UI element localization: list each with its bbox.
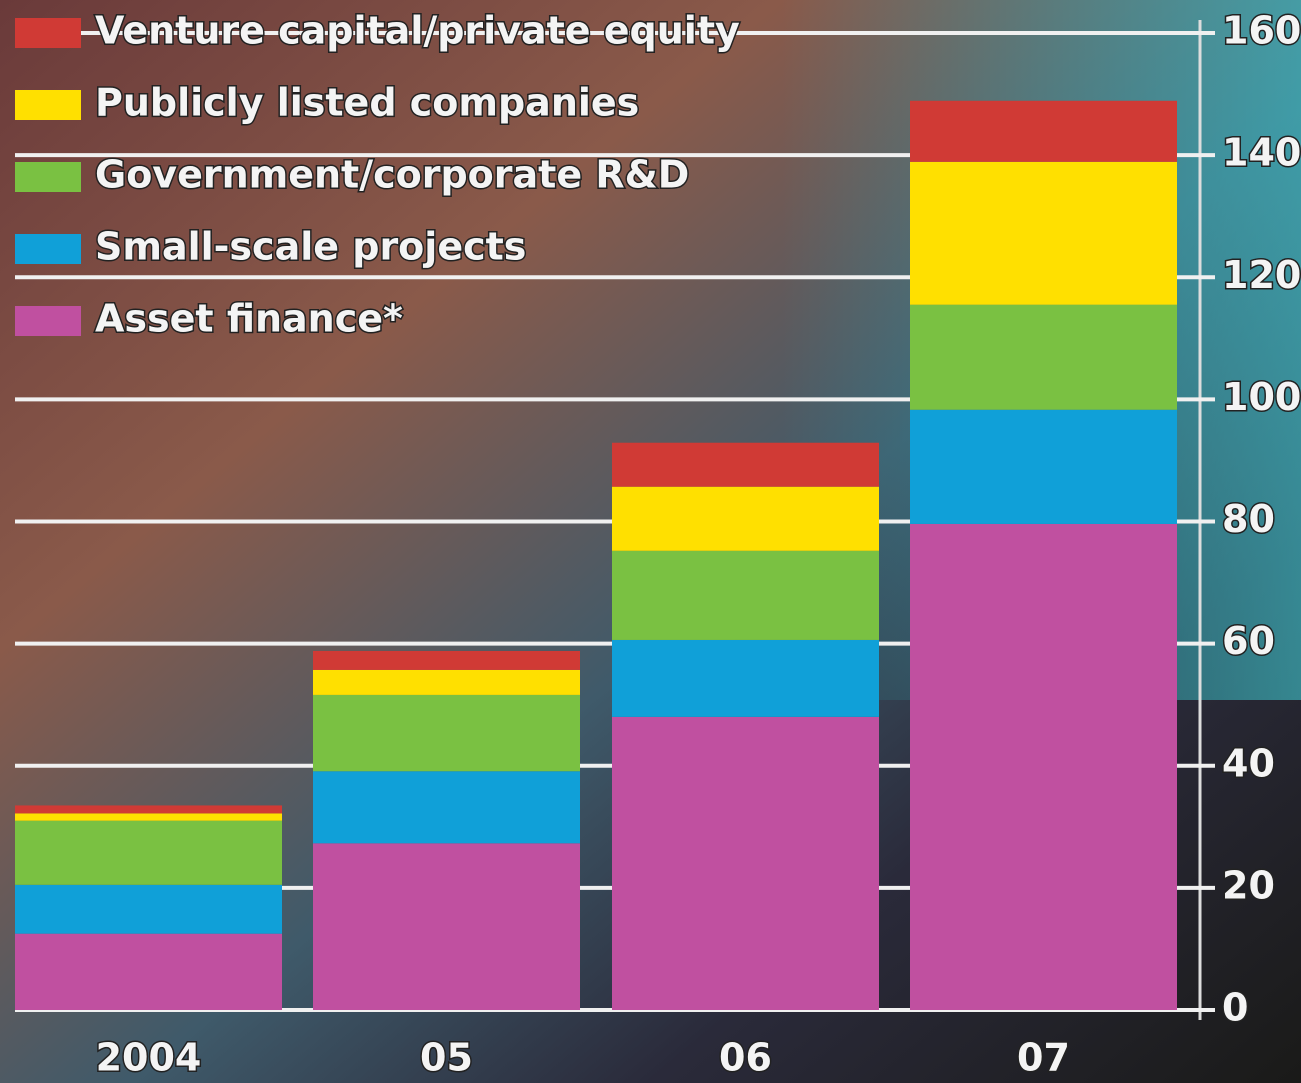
x-tick-label: 05	[420, 1036, 473, 1080]
bar-segment	[910, 523, 1177, 1010]
legend-label: Publicly listed companies	[95, 81, 639, 125]
legend-swatch	[15, 18, 81, 48]
y-tick-label: 20	[1222, 863, 1275, 907]
x-tick-label: 07	[1017, 1036, 1070, 1080]
legend-label: Government/corporate R&D	[95, 153, 689, 197]
bar-segment	[910, 304, 1177, 410]
y-tick-label: 160	[1222, 9, 1301, 53]
bar-segment	[612, 550, 879, 640]
legend-swatch	[15, 90, 81, 120]
y-tick-label: 140	[1222, 131, 1301, 175]
x-tick-label: 2004	[96, 1036, 202, 1080]
bar-segment	[612, 442, 879, 487]
legend-swatch	[15, 306, 81, 336]
bar-segment	[313, 650, 580, 670]
y-tick-label: 80	[1222, 497, 1275, 541]
x-tick-label: 06	[719, 1036, 772, 1080]
bar-segment	[313, 843, 580, 1010]
bar-segment	[612, 639, 879, 717]
bar-segment	[313, 771, 580, 844]
y-tick-label: 60	[1222, 619, 1275, 663]
y-tick-label: 120	[1222, 253, 1301, 297]
bar-segment	[15, 805, 282, 814]
bar-segment	[910, 161, 1177, 305]
bar-segment	[15, 813, 282, 821]
bar-segment	[910, 409, 1177, 524]
y-tick-label: 100	[1222, 375, 1301, 419]
bar-segment	[910, 100, 1177, 162]
legend-swatch	[15, 234, 81, 264]
bar-segment	[313, 694, 580, 772]
bar-segment	[612, 486, 879, 551]
legend-label: Small-scale projects	[95, 225, 526, 269]
y-tick-label: 40	[1222, 741, 1275, 785]
legend-swatch	[15, 162, 81, 192]
bar-segment	[612, 716, 879, 1010]
bar-segment	[15, 820, 282, 885]
bar-segment	[15, 884, 282, 934]
legend-label: Asset finance*	[95, 297, 403, 341]
bar-segment	[313, 669, 580, 695]
y-tick-label: 0	[1222, 986, 1248, 1030]
bar-segment	[15, 933, 282, 1010]
legend-label: Venture capital/private equity	[95, 9, 740, 53]
